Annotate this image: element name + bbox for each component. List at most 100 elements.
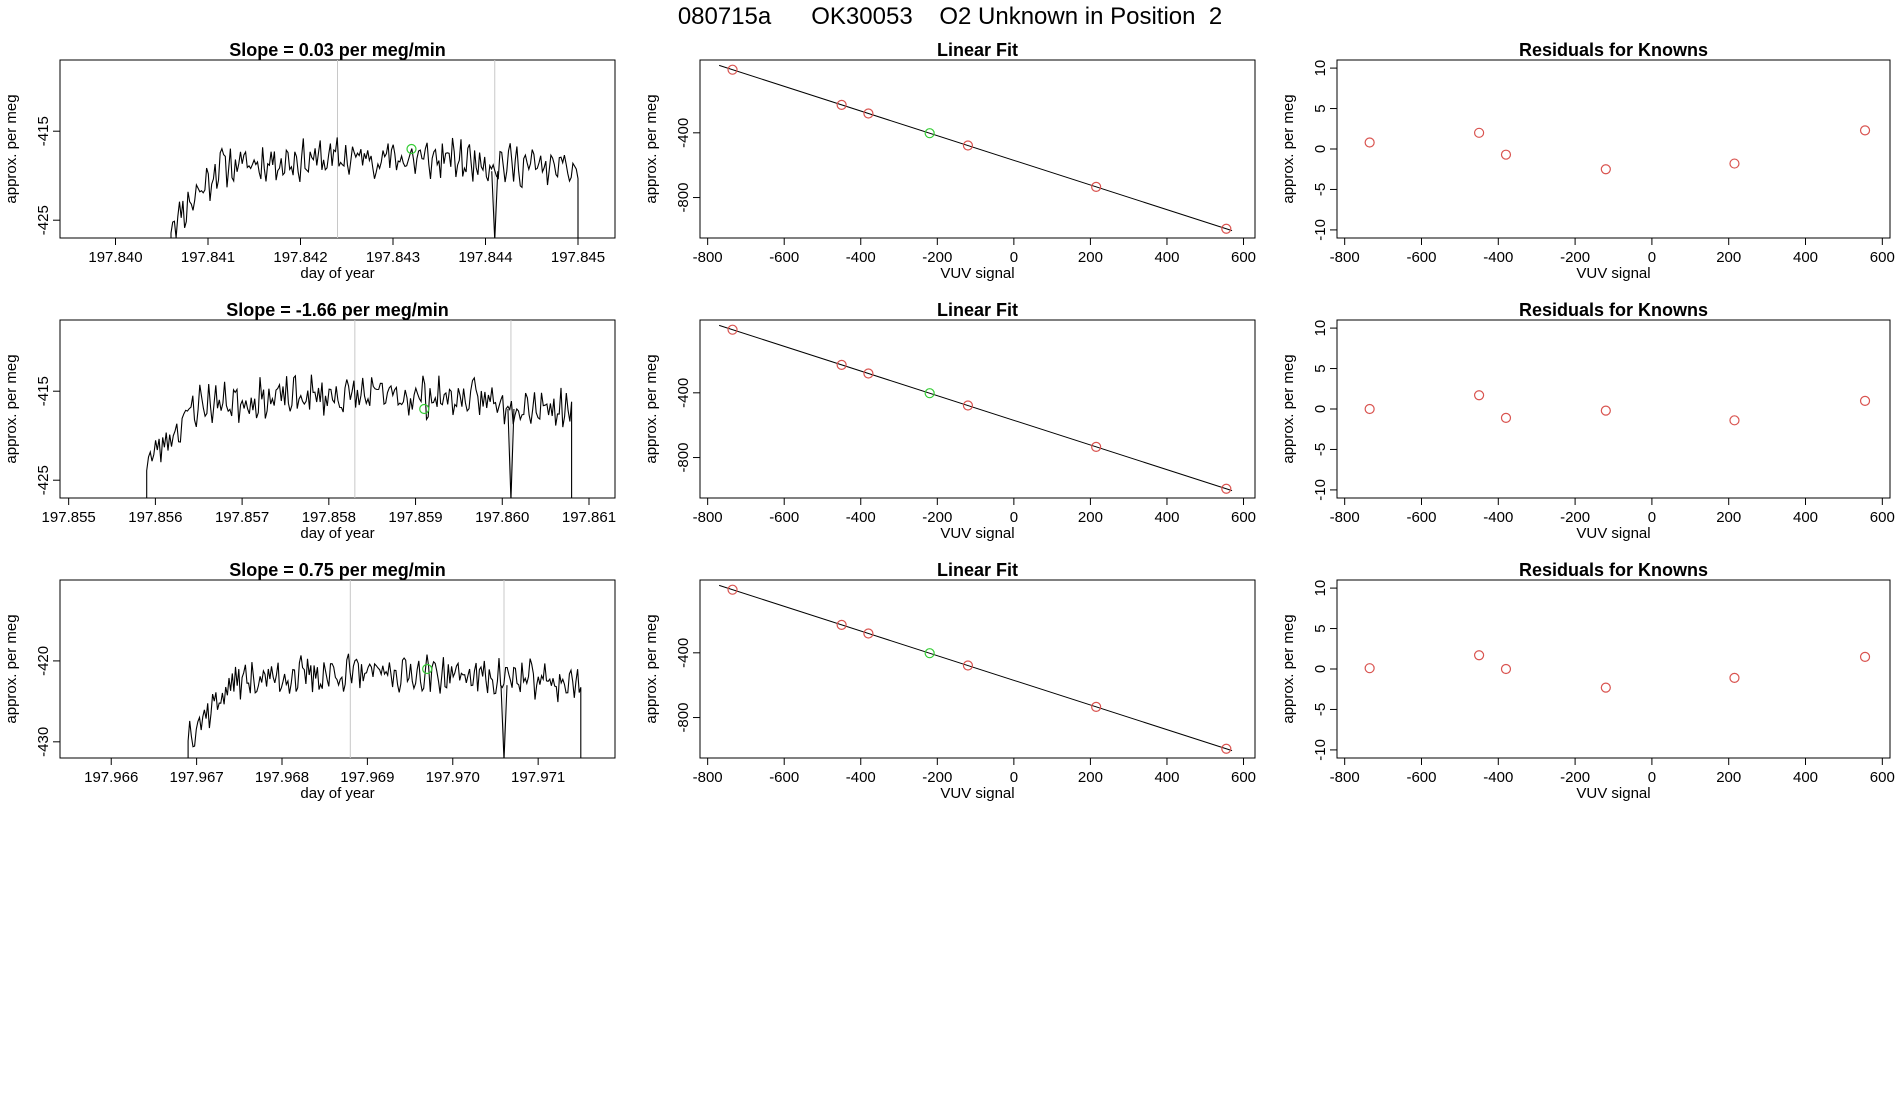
x-tick-label: 400 [1793, 249, 1818, 266]
panel-timeseries-3: Slope = 0.75 per meg/min 197.966 197.967 19… [3, 560, 616, 802]
panel-title: Residuals for Knowns [1519, 560, 1708, 580]
fit-line [718, 584, 1233, 752]
x-tick-label: -200 [1560, 509, 1590, 526]
x-tick-label: 197.842 [273, 249, 327, 266]
residual-point [1500, 663, 1512, 675]
y-tick-label: -10 [1312, 739, 1329, 761]
x-tick-label: -200 [1560, 249, 1590, 266]
y-tick-label: 5 [1312, 624, 1329, 632]
y-tick-label: 10 [1312, 580, 1329, 597]
panel-fit-2: Linear Fit -800 -600 -400 -200 0 200 400 600 -400… [643, 300, 1256, 542]
x-tick-label: 600 [1870, 769, 1895, 786]
x-tick-label: 400 [1154, 509, 1179, 526]
y-axis-label: approx. per meg [643, 94, 660, 203]
x-tick-label: -400 [1483, 509, 1513, 526]
panel-residuals-1: Residuals for Knowns -800 -600 -400 -200 0 200… [1280, 40, 1895, 282]
x-tick-label: 197.857 [215, 509, 269, 526]
x-tick-label: 600 [1231, 509, 1256, 526]
y-tick-label: -415 [35, 376, 52, 406]
x-tick-label: 0 [1010, 509, 1018, 526]
panel-residuals-3: Residuals for Knowns -800 -600 -400 -200 0 200… [1280, 560, 1895, 802]
residual-point [1859, 651, 1871, 662]
x-tick-label: 200 [1078, 249, 1103, 266]
x-tick-label: 400 [1154, 249, 1179, 266]
x-tick-label: -800 [1330, 249, 1360, 266]
unknown-point [924, 388, 935, 399]
panel-residuals-2: Residuals for Knowns -800 -600 -400 -200 0 200… [1280, 300, 1895, 542]
x-axis-label: day of year [300, 525, 374, 542]
plot-frame [1336, 579, 1891, 759]
x-tick-label: 200 [1716, 249, 1741, 266]
plot-frame [699, 579, 1256, 759]
panel-timeseries-1: Slope = 0.03 per meg/min 197.840 197.841 19… [3, 40, 616, 282]
x-tick-label: 197.856 [128, 509, 182, 526]
x-tick-label: 200 [1716, 509, 1741, 526]
plot-area [146, 320, 573, 498]
known-point [727, 64, 738, 75]
x-tick-label: 197.860 [475, 509, 529, 526]
x-tick-label: -200 [922, 769, 952, 786]
known-point [863, 628, 874, 639]
x-tick-label: 197.971 [511, 769, 565, 786]
x-tick-label: -600 [769, 769, 799, 786]
x-tick-label: -800 [693, 249, 723, 266]
x-tick-label: 197.845 [551, 249, 605, 266]
x-tick-label: 197.858 [302, 509, 356, 526]
panel-title: Residuals for Knowns [1519, 300, 1708, 320]
x-axis-label: VUV signal [1576, 265, 1650, 282]
known-point [863, 368, 874, 379]
y-axis-label: approx. per meg [643, 354, 660, 463]
x-axis-label: VUV signal [1576, 785, 1650, 802]
panel-title: Slope = 0.03 per meg/min [229, 40, 446, 60]
plot-area [1364, 125, 1871, 175]
plot-area [1364, 650, 1871, 693]
residual-point [1729, 672, 1740, 684]
plot-area [718, 64, 1233, 234]
known-point [1091, 181, 1102, 192]
x-tick-label: -200 [1560, 769, 1590, 786]
x-tick-label: -800 [1330, 769, 1360, 786]
residual-point [1859, 395, 1871, 407]
y-tick-label: 0 [1312, 665, 1329, 673]
x-tick-label: 600 [1231, 249, 1256, 266]
unknown-point [924, 128, 935, 139]
x-tick-label: 0 [1648, 249, 1656, 266]
panel-title: Slope = -1.66 per meg/min [226, 300, 449, 320]
residual-point [1500, 412, 1512, 423]
y-axis-label: approx. per meg [3, 94, 20, 203]
y-tick-label: -5 [1312, 703, 1329, 716]
signal-dip [500, 685, 508, 758]
plot-area [718, 324, 1233, 494]
unknown-marker [422, 663, 433, 675]
signal-trace [170, 137, 579, 238]
plot-frame [59, 579, 616, 759]
y-axis-label: approx. per meg [3, 614, 20, 723]
x-tick-label: 197.968 [255, 769, 309, 786]
unknown-point [924, 648, 935, 659]
y-tick-label: 10 [1312, 60, 1329, 77]
x-tick-label: 0 [1010, 249, 1018, 266]
residual-point [1473, 650, 1485, 661]
x-tick-label: 197.844 [458, 249, 512, 266]
x-tick-label: -800 [1330, 509, 1360, 526]
x-tick-label: 200 [1716, 769, 1741, 786]
y-tick-label: -800 [675, 703, 692, 733]
x-tick-label: 197.861 [562, 509, 616, 526]
y-tick-label: -800 [675, 443, 692, 473]
x-tick-label: -800 [693, 769, 723, 786]
signal-trace [146, 374, 573, 498]
y-tick-label: 5 [1312, 364, 1329, 372]
y-axis-label: approx. per meg [1280, 614, 1297, 723]
y-tick-label: -5 [1312, 443, 1329, 456]
panel-title: Linear Fit [937, 560, 1018, 580]
residual-point [1364, 663, 1375, 674]
residual-point [1600, 164, 1611, 175]
x-tick-label: -200 [922, 509, 952, 526]
plot-area [1364, 390, 1871, 426]
x-tick-label: 0 [1010, 769, 1018, 786]
residual-point [1729, 415, 1740, 426]
x-tick-label: 400 [1793, 769, 1818, 786]
plot-frame [59, 319, 616, 499]
panel-title: Slope = 0.75 per meg/min [229, 560, 446, 580]
x-axis-label: VUV signal [940, 785, 1014, 802]
